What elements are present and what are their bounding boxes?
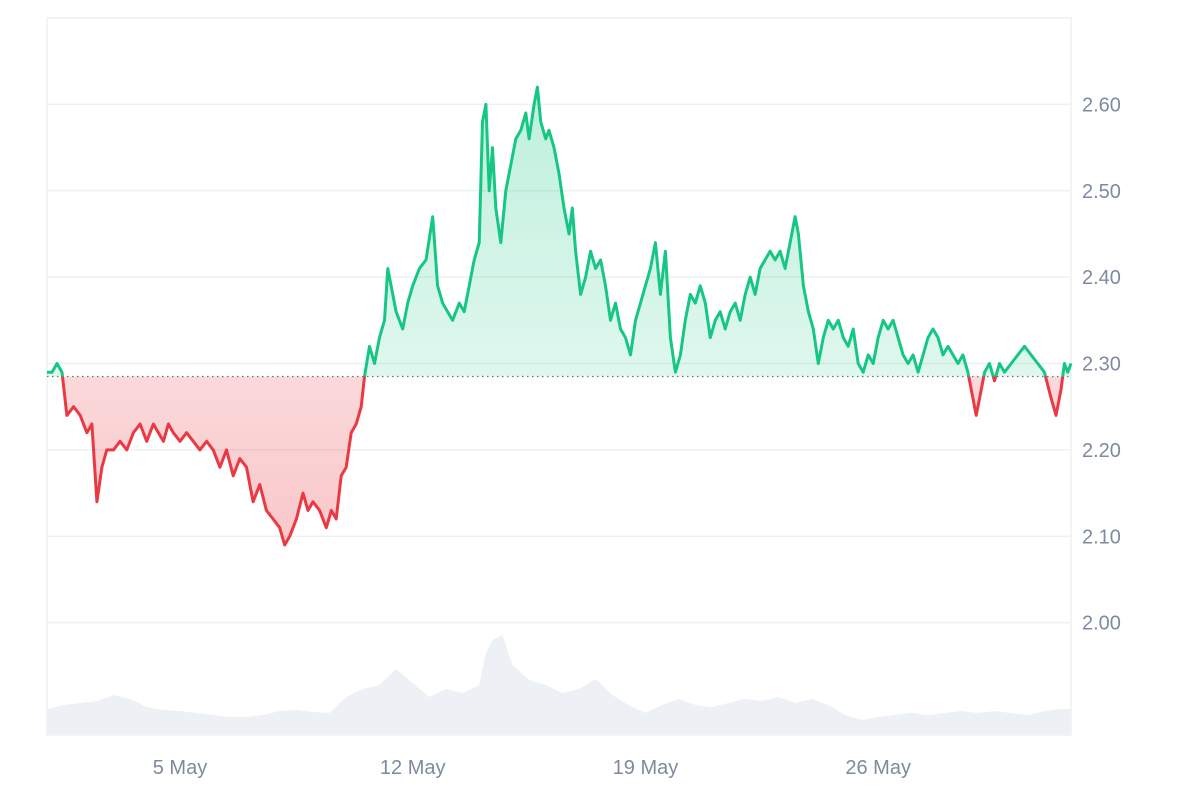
volume-area xyxy=(47,635,1071,735)
price-fill-up xyxy=(47,87,1071,377)
x-tick-label: 26 May xyxy=(845,757,911,779)
price-fill xyxy=(47,87,1071,545)
y-tick-label: 2.50 xyxy=(1082,181,1121,203)
y-tick-label: 2.40 xyxy=(1082,267,1121,289)
y-tick-label: 2.00 xyxy=(1082,613,1121,635)
x-axis: 5 May 12 May 19 May 26 May xyxy=(153,757,911,779)
x-tick-label: 5 May xyxy=(153,757,207,779)
volume-area-path xyxy=(47,635,1071,735)
y-axis: 2.00 2.10 2.20 2.30 2.40 2.50 2.60 xyxy=(1082,94,1121,634)
price-line xyxy=(47,85,1073,547)
price-fill-down xyxy=(47,376,1071,545)
price-line-up xyxy=(47,85,1073,377)
y-tick-label: 2.20 xyxy=(1082,440,1121,462)
y-tick-label: 2.60 xyxy=(1082,94,1121,116)
x-tick-label: 19 May xyxy=(613,757,679,779)
x-tick-label: 12 May xyxy=(380,757,446,779)
y-tick-label: 2.30 xyxy=(1082,354,1121,376)
price-line-down xyxy=(60,376,1065,547)
y-tick-label: 2.10 xyxy=(1082,526,1121,548)
